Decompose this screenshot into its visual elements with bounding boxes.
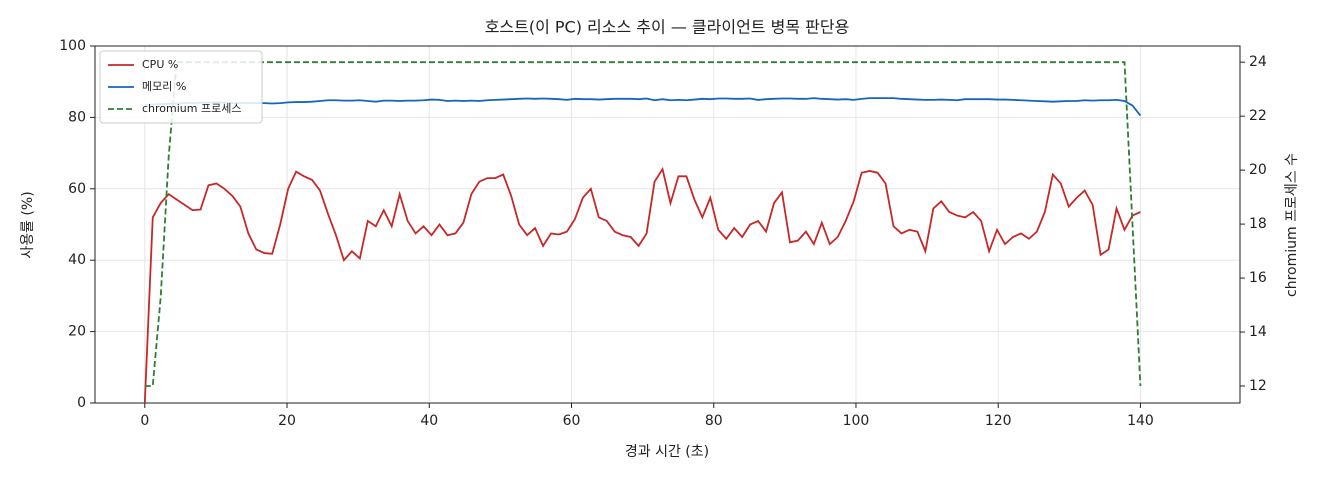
y-tick-label: 60 (68, 181, 86, 197)
data-line (144, 97, 1142, 117)
x-tick-label: 140 (1127, 413, 1154, 429)
plot-frame (94, 45, 1241, 404)
y-tick-label: 20 (68, 324, 86, 340)
y-axis-label: 사용률 (%) (20, 191, 36, 258)
chart-title: 호스트(이 PC) 리소스 추이 — 클라이언트 병목 판단용 (485, 18, 850, 37)
x-tick-label: 40 (420, 413, 438, 429)
data-line (144, 61, 1142, 387)
y2-axis-label: chromium 프로세스 수 (1284, 153, 1300, 297)
legend-box (99, 50, 263, 124)
y-tick-label: 80 (68, 109, 86, 125)
x-tick-label: 120 (985, 413, 1012, 429)
x-axis-label: 경과 시간 (초) (625, 444, 709, 460)
y-tick-label: 100 (59, 38, 86, 54)
y2-tick-label: 18 (1249, 216, 1267, 232)
y2-tick-label: 24 (1249, 54, 1267, 70)
y2-tick-label: 20 (1249, 162, 1267, 178)
y2-tick-label: 14 (1249, 324, 1267, 340)
x-tick-label: 60 (563, 413, 581, 429)
x-tick-label: 20 (278, 413, 296, 429)
x-tick-label: 80 (705, 413, 723, 429)
data-line (143, 166, 1141, 404)
legend-label: CPU % (142, 58, 178, 71)
y-tick-label: 40 (68, 252, 86, 268)
y2-tick-label: 12 (1249, 378, 1267, 394)
y-tick-label: 0 (77, 395, 86, 411)
y2-tick-label: 22 (1249, 108, 1267, 124)
x-tick-label: 100 (843, 413, 870, 429)
legend-label: 메모리 % (142, 80, 186, 93)
x-tick-label: 0 (140, 413, 149, 429)
y2-tick-label: 16 (1249, 270, 1267, 286)
legend-label: chromium 프로세스 (142, 102, 241, 115)
